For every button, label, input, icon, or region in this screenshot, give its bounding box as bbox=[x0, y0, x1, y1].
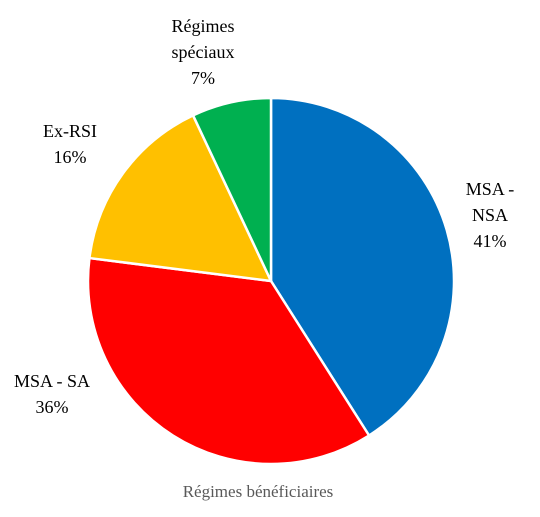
pie-category-label: Régimes bbox=[172, 16, 235, 36]
pie-category-label: NSA bbox=[472, 205, 508, 225]
pie-labels: MSA - NSA 41% MSA - SA 36% Ex-RSI 16% Régimes sp… bbox=[14, 16, 514, 417]
pie-value-label: 16% bbox=[54, 147, 87, 167]
pie-label-msa-sa: MSA - SA 36% bbox=[14, 371, 90, 417]
pie-slice-ex-rsi bbox=[88, 114, 273, 283]
pie-label-r-gimes-sp-ciaux: Régimes spéciaux 7% bbox=[172, 16, 235, 88]
pie-category-label: spéciaux bbox=[172, 42, 235, 62]
pie-slice-r-gimes-sp-ciaux bbox=[191, 96, 273, 283]
pie-value-label: 36% bbox=[36, 397, 69, 417]
pie-slices bbox=[86, 96, 456, 466]
pie-label-ex-rsi: Ex-RSI 16% bbox=[43, 121, 97, 167]
pie-category-label: MSA - SA bbox=[14, 371, 90, 391]
pie-value-label: 41% bbox=[474, 231, 507, 251]
chart-caption: Régimes bénéficiaires bbox=[183, 482, 334, 501]
pie-value-label: 7% bbox=[191, 68, 215, 88]
pie-slice-msa-sa bbox=[86, 256, 371, 466]
pie-label-msa-nsa: MSA - NSA 41% bbox=[466, 179, 515, 251]
pie-category-label: Ex-RSI bbox=[43, 121, 97, 141]
pie-category-label: MSA - bbox=[466, 179, 515, 199]
